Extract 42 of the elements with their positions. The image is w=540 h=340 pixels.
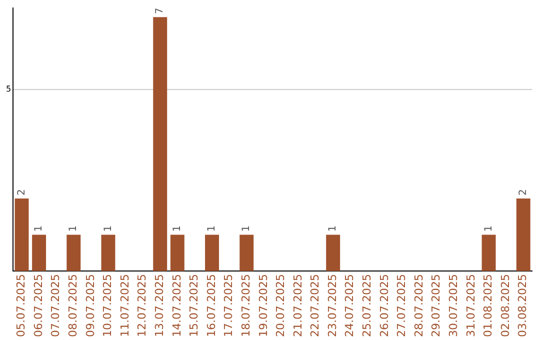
data-label: 1 xyxy=(241,225,252,232)
x-tick-label: 30.07.2025 xyxy=(447,274,460,338)
data-label: 1 xyxy=(68,225,80,232)
x-tick-label: 13.07.2025 xyxy=(152,274,166,338)
x-tick-label: 27.07.2025 xyxy=(395,274,408,338)
data-label: 7 xyxy=(154,8,166,14)
x-tick-label: 17.07.2025 xyxy=(222,274,236,338)
x-tick-label: 28.07.2025 xyxy=(412,274,426,338)
data-label: 1 xyxy=(172,225,184,232)
x-tick-label: 25.07.2025 xyxy=(360,274,374,338)
x-tick-label: 31.07.2025 xyxy=(464,274,478,338)
x-tick-label: 10.07.2025 xyxy=(101,274,114,338)
x-tick-label: 09.07.2025 xyxy=(84,274,97,338)
x-tick-label: 06.07.2025 xyxy=(32,274,45,338)
data-label: 1 xyxy=(34,225,45,232)
x-tick-label: 26.07.2025 xyxy=(378,274,391,338)
data-label: 2 xyxy=(16,189,28,196)
y-tick-label: 5 xyxy=(6,84,12,94)
data-label: 1 xyxy=(483,225,494,232)
x-tick-label: 08.07.2025 xyxy=(66,274,80,338)
x-tick-label: 02.08.2025 xyxy=(498,274,512,338)
x-tick-label: 12.07.2025 xyxy=(136,274,149,338)
x-tick-label: 07.07.2025 xyxy=(49,274,62,338)
x-tick-label: 11.07.2025 xyxy=(118,274,132,338)
x-tick-label: 22.07.2025 xyxy=(308,274,322,338)
x-tick-label: 14.07.2025 xyxy=(170,274,184,338)
x-tick-label: 01.08.2025 xyxy=(482,274,495,338)
x-tick-label: 16.07.2025 xyxy=(204,274,218,338)
data-label: 1 xyxy=(328,225,339,232)
x-tick-label: 23.07.2025 xyxy=(326,274,339,338)
x-tick-label: 03.08.2025 xyxy=(516,274,530,338)
data-label: 1 xyxy=(102,225,114,232)
x-tick-label: 20.07.2025 xyxy=(274,274,288,338)
x-tick-label: 21.07.2025 xyxy=(291,274,304,338)
x-tick-label: 15.07.2025 xyxy=(188,274,201,338)
x-tick-label: 24.07.2025 xyxy=(343,274,356,338)
data-label: 1 xyxy=(206,225,218,232)
x-tick-label: 19.07.2025 xyxy=(256,274,270,338)
x-tick-label: 05.07.2025 xyxy=(14,274,28,338)
x-tick-label: 18.07.2025 xyxy=(239,274,252,338)
data-label: 2 xyxy=(518,189,529,196)
x-tick-label: 29.07.2025 xyxy=(430,274,443,338)
